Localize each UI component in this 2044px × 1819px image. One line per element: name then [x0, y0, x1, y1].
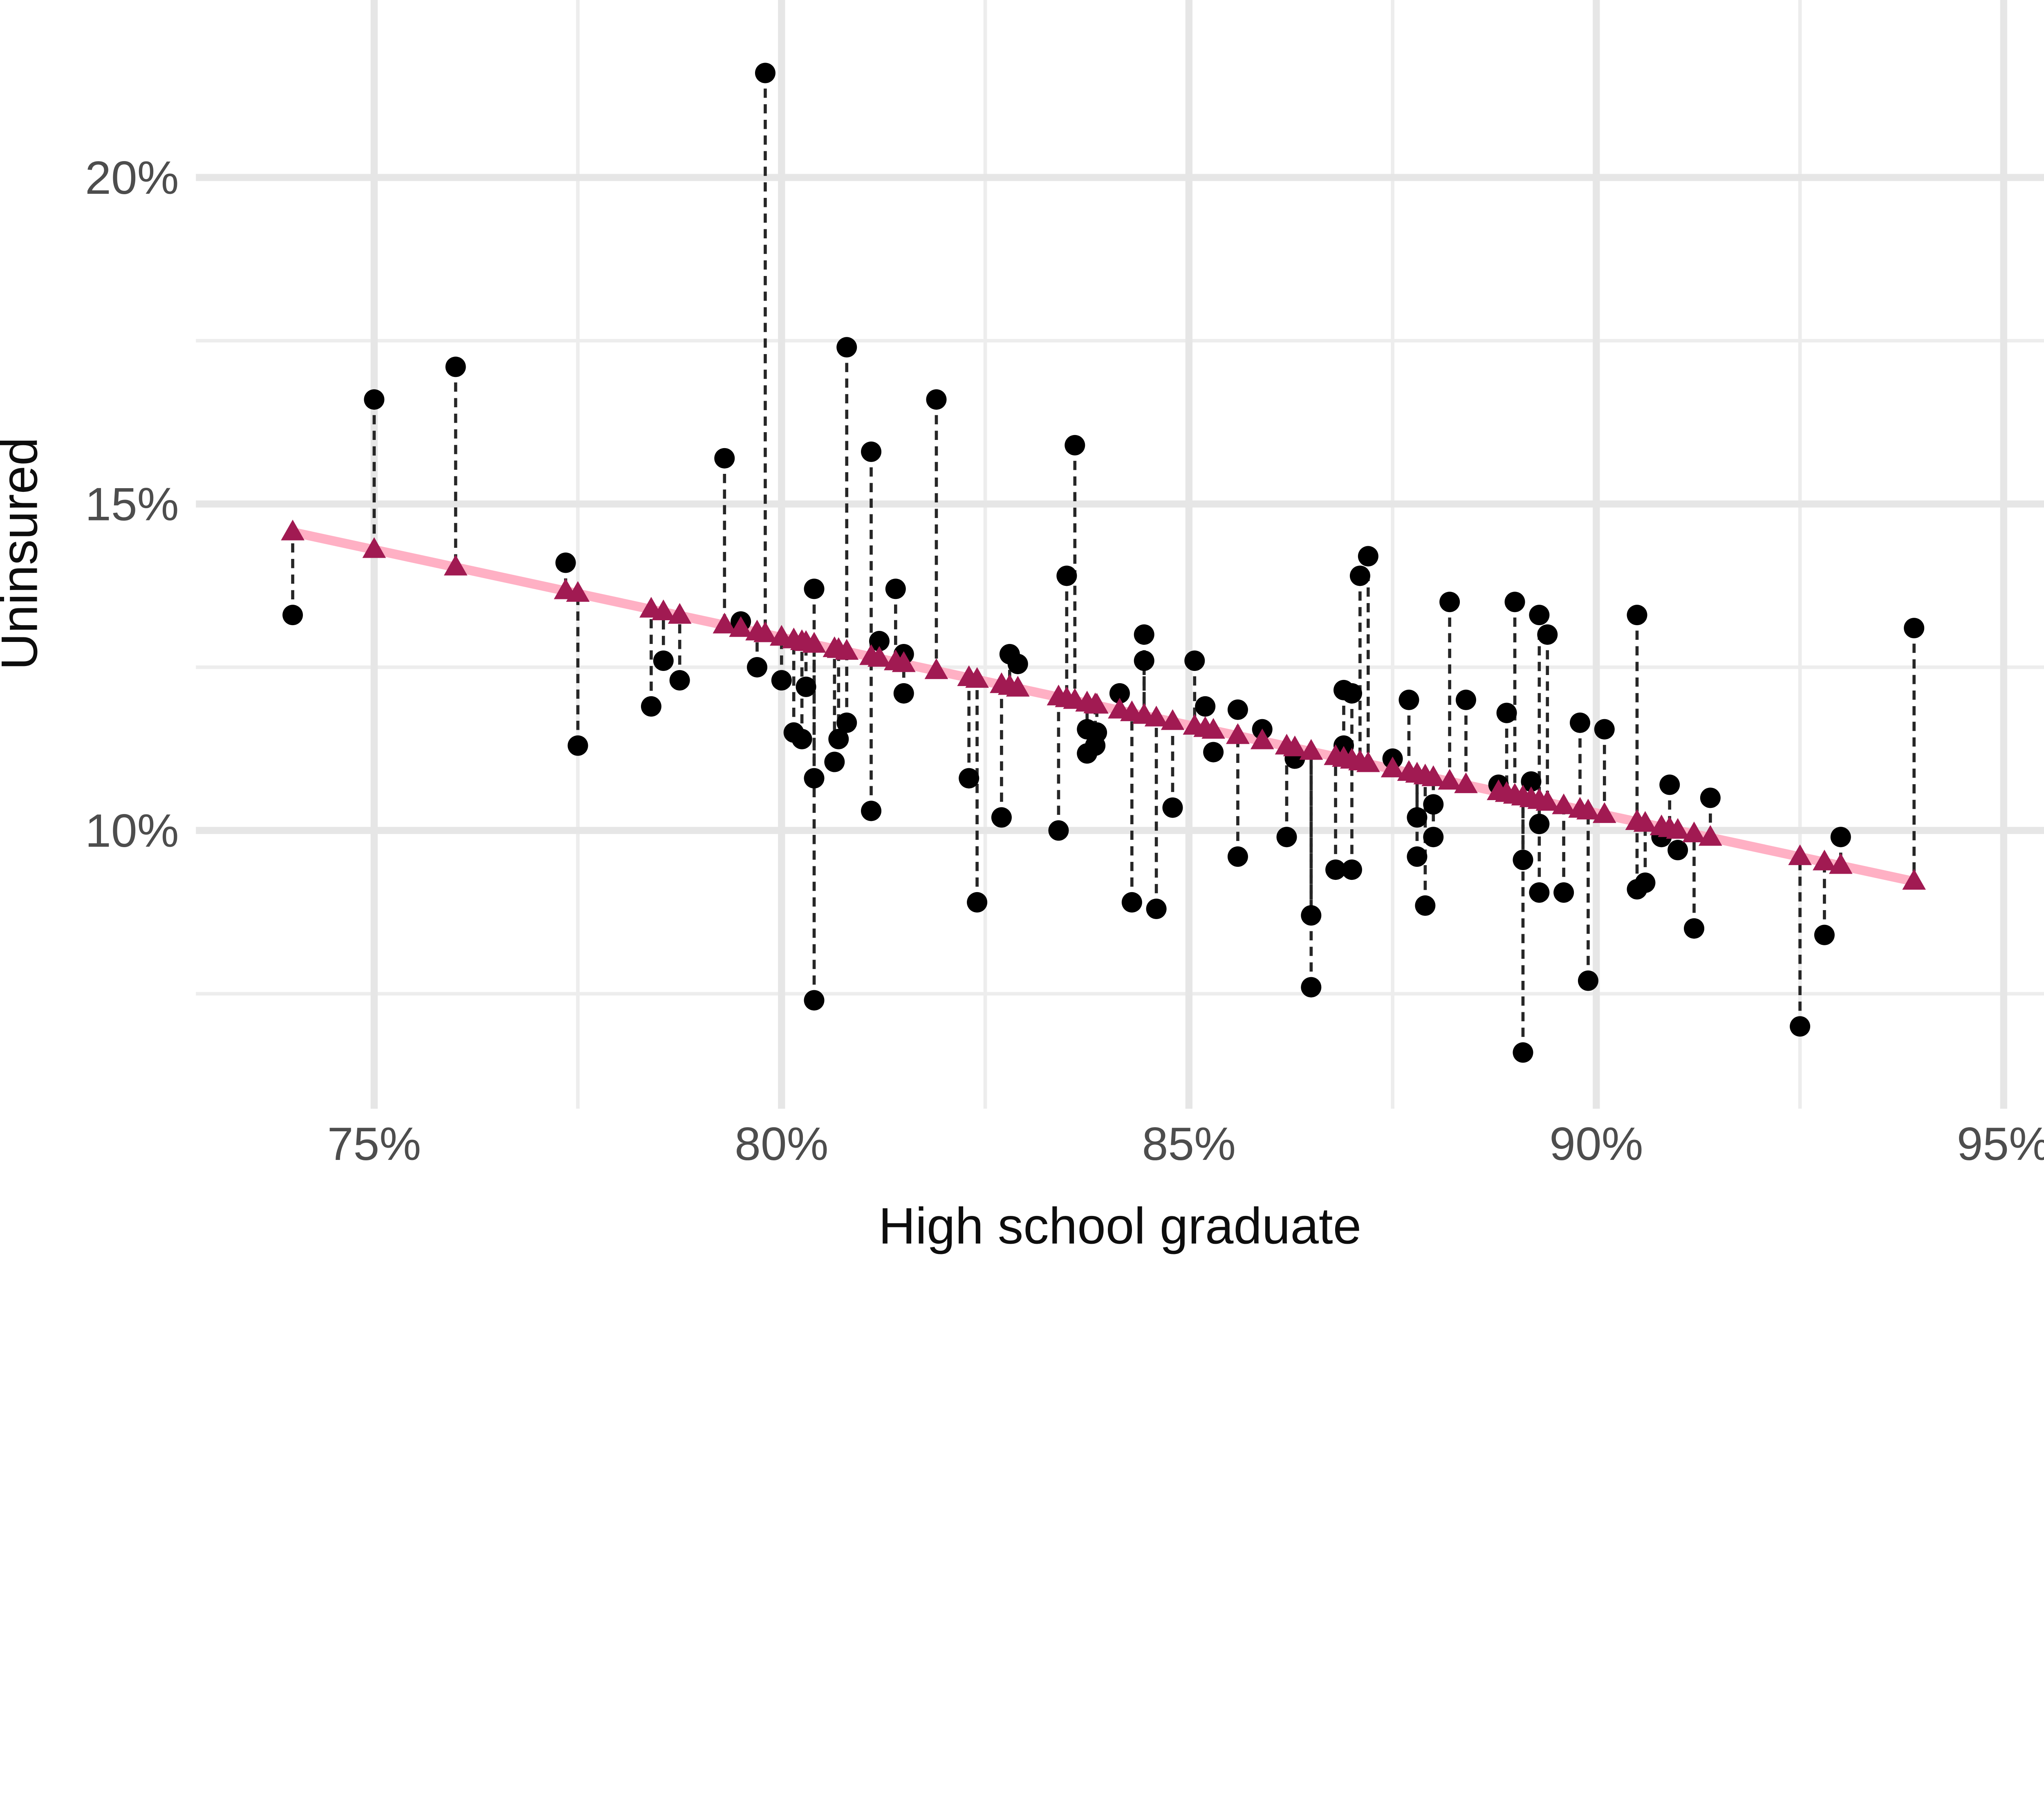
residual-plot-figure: 75% 80% 85% 90% 95% 10% 15% 20% High school gr… — [0, 0, 2044, 1263]
scatter-plot: 75% 80% 85% 90% 95% 10% 15% 20% High school gr… — [0, 0, 2044, 1263]
y-tick-label: 20% — [85, 152, 179, 204]
x-axis-title: High school graduate — [879, 1198, 1361, 1255]
gridlines-major — [196, 0, 2044, 1109]
x-axis-tick-labels: 75% 80% 85% 90% 95% — [327, 1118, 2044, 1170]
x-tick-label: 75% — [327, 1118, 421, 1170]
y-tick-label: 15% — [85, 478, 179, 531]
observed-points — [282, 63, 1925, 1063]
gridlines-minor — [196, 0, 2044, 1109]
y-axis-tick-labels: 10% 15% 20% — [85, 152, 179, 857]
y-tick-label: 10% — [85, 805, 179, 857]
x-tick-label: 90% — [1549, 1118, 1643, 1170]
x-tick-label: 85% — [1142, 1118, 1236, 1170]
plot-background — [0, 0, 2044, 1263]
fitted-value-triangles — [281, 519, 1926, 890]
y-axis-title: Uninsured — [0, 437, 48, 670]
x-tick-label: 80% — [735, 1118, 828, 1170]
x-tick-label: 95% — [1957, 1118, 2044, 1170]
